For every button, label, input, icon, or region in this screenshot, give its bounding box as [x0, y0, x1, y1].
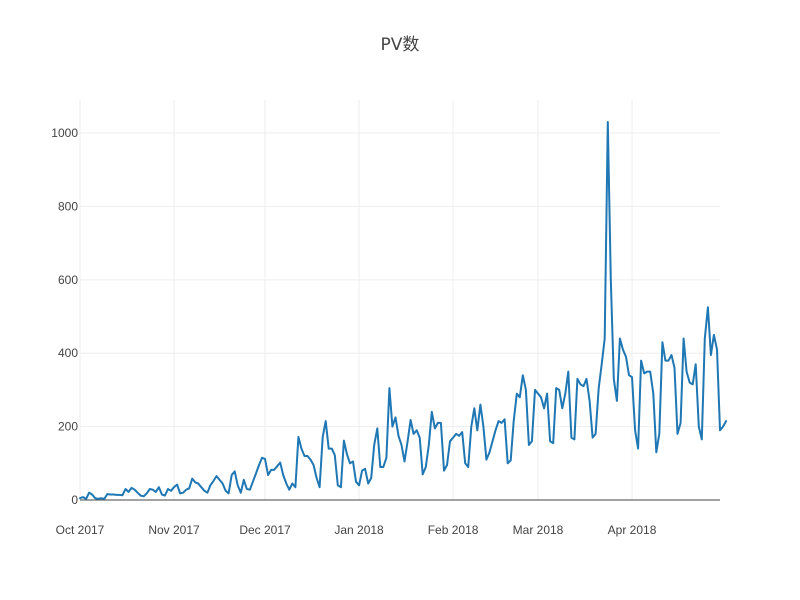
x-tick-label: Oct 2017 [56, 523, 105, 537]
y-tick-label: 0 [71, 493, 78, 507]
x-tick-label: Feb 2018 [428, 523, 479, 537]
y-axis-ticks: 0 200 400 600 800 1000 [51, 126, 78, 507]
x-tick-label: Dec 2017 [239, 523, 291, 537]
y-tick-label: 400 [58, 346, 78, 360]
x-tick-label: Nov 2017 [148, 523, 200, 537]
x-tick-label: Mar 2018 [513, 523, 564, 537]
x-gridlines [79, 100, 633, 500]
y-tick-label: 800 [58, 199, 78, 213]
x-tick-label: Apr 2018 [608, 523, 657, 537]
chart-title: PV数 [381, 35, 420, 55]
series-group [79, 121, 728, 500]
pv-series-line [79, 121, 728, 500]
x-tick-label: Jan 2018 [334, 523, 384, 537]
y-gridlines [80, 132, 720, 428]
y-tick-label: 200 [58, 420, 78, 434]
y-tick-label: 1000 [51, 126, 78, 140]
x-axis-ticks: Oct 2017 Nov 2017 Dec 2017 Jan 2018 Feb 2018… [56, 523, 657, 537]
y-tick-label: 600 [58, 273, 78, 287]
